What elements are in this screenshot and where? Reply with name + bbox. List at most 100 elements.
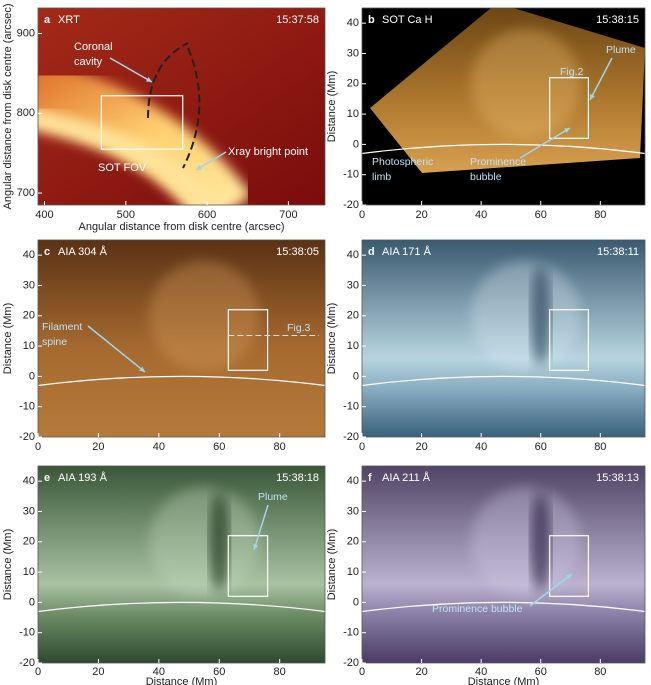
arrow-head [566, 574, 572, 580]
panel-time: 15:38:05 [276, 246, 319, 258]
fov-box [549, 535, 590, 597]
frame [37, 7, 326, 206]
x-tick-label: 0 [359, 666, 365, 678]
y-tick-label: 10 [23, 566, 35, 578]
annotation-arrow [589, 57, 613, 101]
limb-glow [38, 59, 253, 205]
x-tick-label: 500 [117, 209, 135, 221]
y-axis-label: Distance (Mm) [326, 529, 338, 601]
x-tick-label: 0 [359, 209, 365, 221]
annotation: Plume [258, 491, 288, 503]
panel-title: AIA 193 Å [58, 471, 108, 484]
limb [362, 601, 645, 613]
x-axis-label: Distance (Mm) [468, 676, 540, 685]
annotation: Fig.3 [287, 322, 311, 334]
panel-time: 15:38:11 [597, 246, 639, 258]
panel-letter: e [44, 472, 50, 484]
annotation: spine [42, 336, 67, 348]
y-tick-label: -10 [343, 627, 359, 639]
annotation-arrow [529, 573, 573, 607]
y-tick-label: 20 [23, 536, 35, 548]
y-tick-label: 0 [29, 596, 35, 608]
panel [38, 8, 325, 205]
annotation: Coronal [74, 41, 113, 53]
y-tick-label: 10 [23, 340, 35, 352]
y-tick-label: -10 [343, 401, 359, 413]
panel-title: AIA 304 Å [58, 245, 108, 258]
frame [37, 239, 326, 438]
x-tick-label: 80 [594, 209, 606, 221]
annotation: Prominence bubble [432, 603, 523, 615]
panel-time: 15:38:13 [596, 472, 639, 484]
y-tick-label: -10 [19, 401, 35, 413]
x-tick-label: 40 [475, 441, 487, 453]
panel-letter: c [44, 246, 50, 258]
panel [38, 466, 325, 663]
x-tick-label: 60 [535, 441, 547, 453]
limb [362, 143, 645, 155]
panel [362, 466, 645, 663]
y-axis-label: Angular distance from disk centre (arcse… [2, 3, 14, 209]
x-tick-label: 60 [535, 666, 547, 678]
annotation: Fig.2 [560, 66, 584, 78]
x-tick-label: 0 [359, 441, 365, 453]
y-tick-label: -20 [343, 431, 359, 443]
y-axis-label: Distance (Mm) [326, 303, 338, 375]
x-tick-label: 80 [594, 441, 606, 453]
y-tick-label: 10 [347, 340, 359, 352]
panel-title: AIA 211 Å [382, 471, 431, 484]
frame [37, 465, 326, 664]
y-tick-label: 700 [17, 187, 35, 199]
x-tick-label: 40 [153, 441, 165, 453]
annotation: SOT FOV [98, 162, 147, 174]
x-tick-label: 80 [274, 666, 286, 678]
panel-title: AIA 171 Å [382, 245, 432, 258]
prominence [149, 260, 260, 371]
y-tick-label: 0 [353, 370, 359, 382]
x-tick-label: 20 [92, 666, 104, 678]
y-tick-label: 30 [347, 505, 359, 517]
annotation-arrow [109, 57, 153, 83]
annotation: Plume [606, 44, 636, 56]
y-tick-label: 20 [347, 536, 359, 548]
x-tick-label: 600 [198, 209, 216, 221]
x-tick-label: 20 [415, 666, 427, 678]
dark-column [530, 491, 551, 592]
annotation: cavity [74, 56, 103, 68]
x-tick-label: 60 [213, 666, 225, 678]
y-tick-label: 900 [17, 27, 35, 39]
frame [361, 7, 646, 206]
y-tick-label: 40 [347, 249, 359, 261]
panel-time: 15:38:15 [596, 14, 639, 26]
x-tick-label: 20 [415, 209, 427, 221]
annotation-arrow [519, 127, 571, 159]
panel-time: 15:38:18 [276, 472, 319, 484]
y-axis-label: Distance (Mm) [2, 529, 14, 601]
y-tick-label: 40 [23, 249, 35, 261]
y-tick-label: 30 [347, 279, 359, 291]
x-tick-label: 700 [279, 209, 297, 221]
y-tick-label: -20 [19, 431, 35, 443]
y-tick-label: -10 [19, 627, 35, 639]
y-tick-label: 0 [353, 596, 359, 608]
panel-letter: b [368, 14, 375, 26]
prominence [470, 28, 581, 139]
annotation-arrow [87, 325, 146, 373]
y-tick-label: 0 [29, 370, 35, 382]
panel [362, 8, 645, 205]
x-tick-label: 0 [35, 441, 41, 453]
panel [362, 240, 645, 437]
annotation-arrow [195, 151, 227, 171]
fov-box [227, 535, 269, 597]
annotation: Xray bright point [228, 146, 308, 158]
y-tick-label: 30 [347, 47, 359, 59]
y-tick-label: -20 [343, 657, 359, 669]
fov-box [549, 309, 590, 371]
y-tick-label: 40 [23, 475, 35, 487]
cavity [182, 47, 201, 169]
fov-box [227, 309, 269, 371]
x-tick-label: 40 [153, 666, 165, 678]
y-tick-label: 0 [353, 138, 359, 150]
y-axis-label: Distance (Mm) [326, 71, 338, 143]
